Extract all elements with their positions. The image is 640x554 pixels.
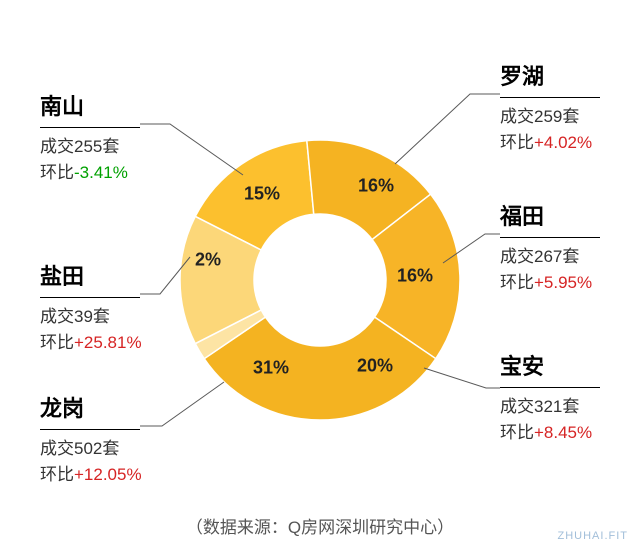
district-annotation-盐田: 盐田成交39套环比+25.81% <box>40 260 180 355</box>
slice-pct-label: 2% <box>195 250 221 271</box>
mom-prefix: 环比 <box>500 273 534 292</box>
mom-row: 环比-3.41% <box>40 160 180 186</box>
mom-prefix: 环比 <box>500 133 534 152</box>
slice-pct-label: 16% <box>397 266 433 287</box>
district-name: 龙岗 <box>40 392 180 425</box>
mom-value: +25.81% <box>74 333 142 352</box>
mom-row: 环比+4.02% <box>500 130 640 156</box>
deals-row: 成交255套 <box>40 134 180 160</box>
deals-row: 成交321套 <box>500 394 640 420</box>
district-name: 盐田 <box>40 260 180 293</box>
leader-line <box>395 94 500 164</box>
divider <box>40 429 140 430</box>
mom-row: 环比+8.45% <box>500 420 640 446</box>
mom-value: +5.95% <box>534 273 592 292</box>
source-text: （数据来源：Q房网深圳研究中心） <box>0 513 640 538</box>
leader-line <box>424 368 500 388</box>
mom-row: 环比+25.81% <box>40 330 180 356</box>
deals-row: 成交502套 <box>40 436 180 462</box>
mom-value: +8.45% <box>534 423 592 442</box>
district-annotation-罗湖: 罗湖成交259套环比+4.02% <box>500 60 640 155</box>
district-name: 南山 <box>40 90 180 123</box>
deals-row: 成交259套 <box>500 104 640 130</box>
slice-pct-label: 15% <box>244 184 280 205</box>
district-name: 福田 <box>500 200 640 233</box>
district-annotation-福田: 福田成交267套环比+5.95% <box>500 200 640 295</box>
mom-prefix: 环比 <box>500 423 534 442</box>
mom-prefix: 环比 <box>40 465 74 484</box>
deals-row: 成交267套 <box>500 244 640 270</box>
mom-value: -3.41% <box>74 163 128 182</box>
district-name: 罗湖 <box>500 60 640 93</box>
mom-prefix: 环比 <box>40 333 74 352</box>
chart-container: 16%16%20%31%2%15% 罗湖成交259套环比+4.02%福田成交26… <box>0 0 640 554</box>
mom-prefix: 环比 <box>40 163 74 182</box>
slice-pct-label: 31% <box>253 358 289 379</box>
divider <box>500 387 600 388</box>
slice-pct-label: 16% <box>358 176 394 197</box>
divider <box>500 237 600 238</box>
watermark: ZHUHAI.FIT <box>558 530 629 542</box>
district-annotation-龙岗: 龙岗成交502套环比+12.05% <box>40 392 180 487</box>
district-annotation-宝安: 宝安成交321套环比+8.45% <box>500 350 640 445</box>
mom-value: +4.02% <box>534 133 592 152</box>
mom-value: +12.05% <box>74 465 142 484</box>
district-name: 宝安 <box>500 350 640 383</box>
divider <box>500 97 600 98</box>
slice-pct-label: 20% <box>357 356 393 377</box>
district-annotation-南山: 南山成交255套环比-3.41% <box>40 90 180 185</box>
deals-row: 成交39套 <box>40 304 180 330</box>
divider <box>40 127 140 128</box>
mom-row: 环比+5.95% <box>500 270 640 296</box>
divider <box>40 297 140 298</box>
mom-row: 环比+12.05% <box>40 462 180 488</box>
